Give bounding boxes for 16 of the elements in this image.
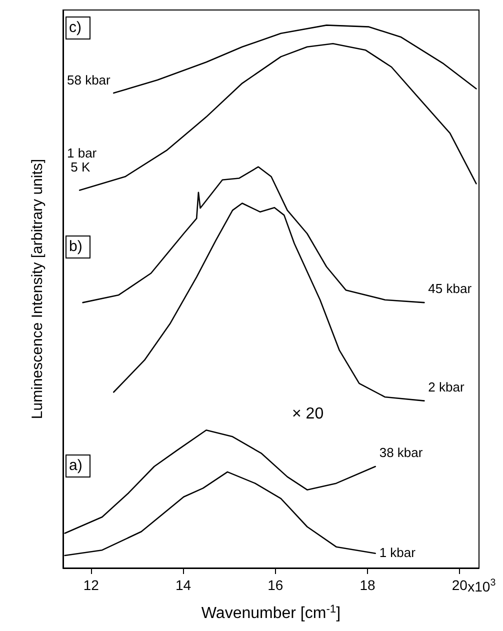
annotation: b) <box>69 238 82 255</box>
x-tick-label: 12 <box>83 577 100 593</box>
y-axis-title: Luminescence Intensity [arbitrary units] <box>29 158 46 420</box>
annotation: × 20 <box>292 406 324 422</box>
series-label: 38 kbar <box>379 444 424 460</box>
x-tick-label: 20 <box>452 577 468 593</box>
annotation: a) <box>69 457 82 474</box>
x-tick-label: 18 <box>360 577 376 593</box>
series-label: 1 bar 5 K <box>67 146 98 175</box>
series-label: 58 kbar <box>67 72 112 88</box>
x-tick-label: 14 <box>175 577 192 593</box>
series-label: 1 kbar <box>379 544 416 560</box>
annotation: c) <box>69 19 82 36</box>
series-label: 2 kbar <box>428 379 465 394</box>
x-tick-label: 16 <box>268 577 284 593</box>
series-label: 45 kbar <box>428 281 472 296</box>
